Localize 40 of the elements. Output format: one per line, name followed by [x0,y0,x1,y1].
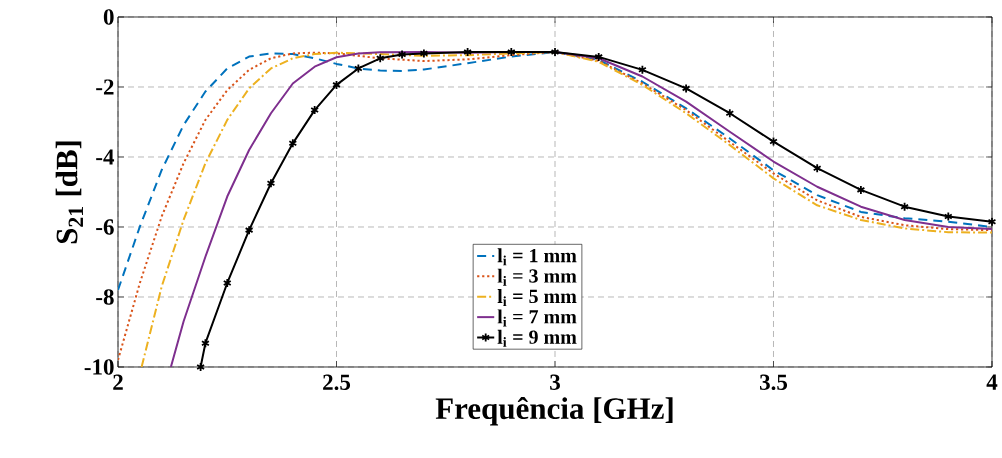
legend-label: l$_{i}$ = 3 mm [497,268,577,286]
y-tick-label: -4 [96,149,115,165]
point [987,216,997,227]
y-tick-label: -6 [96,219,114,235]
point [900,201,909,212]
y-tick-label: -8 [96,289,114,305]
point [375,53,385,64]
point [353,63,363,74]
x-tick-label: 4 [986,374,998,390]
point [201,338,210,349]
y-tick-label: -10 [84,359,114,375]
point [638,64,647,75]
point [550,47,560,57]
x-tick-label: 2 [113,374,123,390]
point [943,211,953,222]
point [463,47,472,57]
point [310,105,320,115]
y-tick-label: 0 [103,9,114,25]
point [681,83,691,94]
legend-label: l$_{i}$ = 9 mm [497,329,577,347]
x-tick-label: 3.5 [759,374,788,391]
point [769,136,778,147]
point [288,138,298,149]
point [222,278,232,288]
point [196,362,205,372]
point [725,108,735,119]
point [397,49,407,60]
point [506,47,516,57]
x-tick-label: 3 [550,374,560,390]
point [812,163,822,174]
point [419,48,429,59]
legend-label: l$_{i}$ = 1 mm [497,248,577,266]
point [244,225,254,236]
y-tick-label: -2 [96,79,114,95]
y-axis-title: S$_{21}$ [dB] [55,141,83,244]
legend-label: l$_{i}$ = 5 mm [497,289,577,307]
x-axis-title: Frequência [GHz] [435,396,673,426]
point [266,178,276,189]
x-tick-label: 2.5 [323,374,351,391]
legend-label: l$_{i}$ = 7 mm [497,309,577,327]
